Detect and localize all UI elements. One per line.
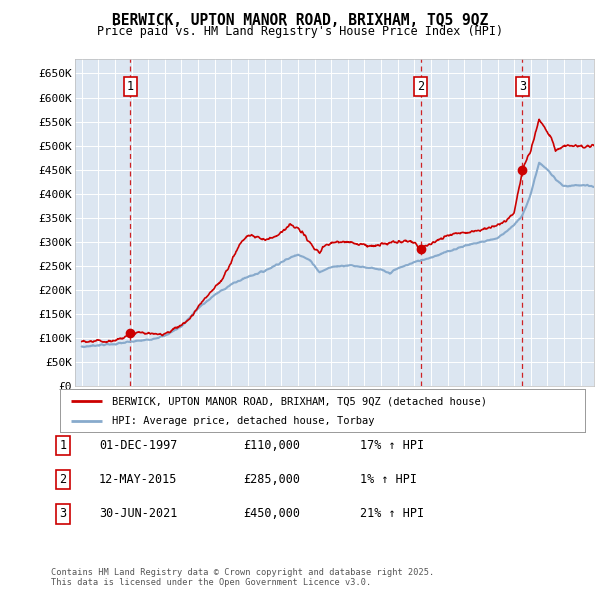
Text: Contains HM Land Registry data © Crown copyright and database right 2025.
This d: Contains HM Land Registry data © Crown c… <box>51 568 434 587</box>
Text: 3: 3 <box>519 80 526 93</box>
Text: £285,000: £285,000 <box>243 473 300 486</box>
Text: BERWICK, UPTON MANOR ROAD, BRIXHAM, TQ5 9QZ (detached house): BERWICK, UPTON MANOR ROAD, BRIXHAM, TQ5 … <box>113 396 487 407</box>
Text: 30-JUN-2021: 30-JUN-2021 <box>99 507 178 520</box>
Text: 21% ↑ HPI: 21% ↑ HPI <box>360 507 424 520</box>
Text: 1: 1 <box>59 439 67 452</box>
Text: 01-DEC-1997: 01-DEC-1997 <box>99 439 178 452</box>
Text: £110,000: £110,000 <box>243 439 300 452</box>
Text: £450,000: £450,000 <box>243 507 300 520</box>
Text: BERWICK, UPTON MANOR ROAD, BRIXHAM, TQ5 9QZ: BERWICK, UPTON MANOR ROAD, BRIXHAM, TQ5 … <box>112 13 488 28</box>
Text: HPI: Average price, detached house, Torbay: HPI: Average price, detached house, Torb… <box>113 417 375 426</box>
Text: 1% ↑ HPI: 1% ↑ HPI <box>360 473 417 486</box>
Text: 17% ↑ HPI: 17% ↑ HPI <box>360 439 424 452</box>
Text: 1: 1 <box>127 80 134 93</box>
Text: Price paid vs. HM Land Registry's House Price Index (HPI): Price paid vs. HM Land Registry's House … <box>97 25 503 38</box>
Text: 2: 2 <box>417 80 424 93</box>
Text: 2: 2 <box>59 473 67 486</box>
Text: 12-MAY-2015: 12-MAY-2015 <box>99 473 178 486</box>
Text: 3: 3 <box>59 507 67 520</box>
